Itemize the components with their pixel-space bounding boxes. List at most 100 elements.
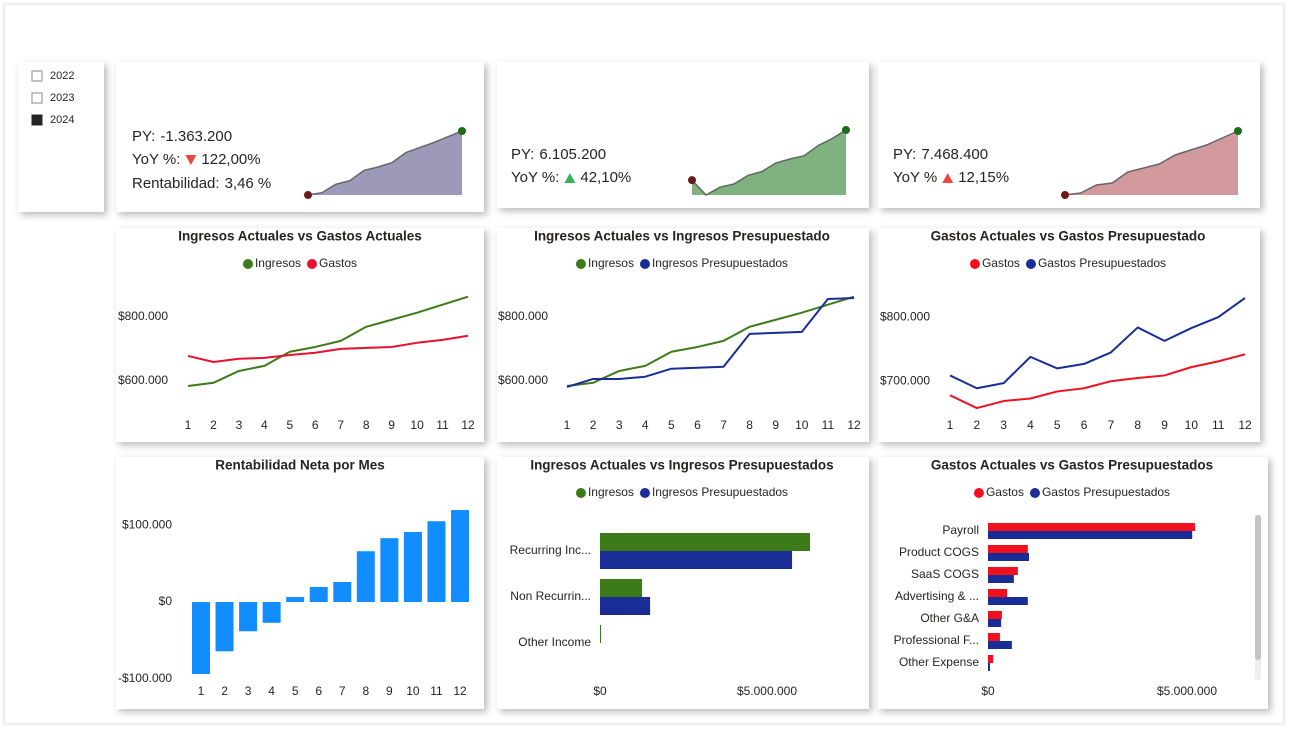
slicer-checkbox[interactable] <box>31 70 43 82</box>
bar <box>988 633 1000 641</box>
kpi-label: Rentabilidad: <box>132 175 220 192</box>
chart-title: Gastos Actuales vs Gastos Presupuestado <box>931 229 1206 244</box>
legend-label: Ingresos <box>255 256 301 270</box>
bar <box>309 587 328 603</box>
x-tick-label: 1 <box>198 684 205 698</box>
x-tick-label: 10 <box>1185 418 1199 432</box>
category-label: Payroll <box>942 523 979 537</box>
legend: Gastos Gastos Presupuestados <box>969 256 1166 270</box>
kpi-label: YoY %: <box>132 151 180 168</box>
chart-title: Gastos Actuales vs Gastos Presupuestados <box>931 458 1213 473</box>
series-line <box>949 353 1246 410</box>
x-tick-label: 6 <box>1081 418 1088 432</box>
slicer-option[interactable]: 2024 <box>50 114 74 126</box>
x-tick-label: 11 <box>436 418 449 432</box>
legend-label: Gastos Presupuestados <box>1042 485 1170 499</box>
trend-arrow <box>942 173 954 183</box>
x-tick-label: 8 <box>363 418 370 432</box>
legend-label: Ingresos Presupuestados <box>652 485 788 499</box>
bar <box>988 589 1008 597</box>
slicer-option[interactable]: 2022 <box>50 70 74 82</box>
x-tick-label: $0 <box>981 684 995 698</box>
x-tick-label: 6 <box>315 684 322 698</box>
y-tick-label: $700.000 <box>880 373 930 387</box>
x-tick-label: 9 <box>386 684 393 698</box>
x-tick-label: 1 <box>564 418 571 432</box>
category-label: SaaS COGS <box>911 567 979 581</box>
category-label: Other Expense <box>899 655 979 669</box>
slicer-checkbox[interactable] <box>31 92 43 104</box>
start-marker <box>688 176 696 185</box>
x-tick-label: 9 <box>388 418 395 432</box>
x-tick-label: 1 <box>185 418 192 432</box>
series-line <box>187 295 469 387</box>
trend-arrow <box>564 173 576 183</box>
bar <box>600 533 811 551</box>
kpi-label: YoY % <box>893 169 937 186</box>
y-tick-label: $800.000 <box>498 309 548 323</box>
bar <box>988 655 994 663</box>
sparkline-area <box>692 130 846 195</box>
legend: Ingresos Ingresos Presupuestados <box>575 485 788 499</box>
x-tick-label: 12 <box>453 684 467 698</box>
legend-label: Ingresos Presupuestados <box>652 256 788 270</box>
x-tick-label: 10 <box>406 684 420 698</box>
chart-card <box>878 228 1260 442</box>
x-tick-label: 2 <box>210 418 217 432</box>
x-tick-label: 8 <box>746 418 753 432</box>
kpi-value: -1.363.200 <box>160 128 232 145</box>
slicer-option[interactable]: 2023 <box>50 92 74 104</box>
bar <box>988 611 1002 619</box>
x-tick-label: 9 <box>772 418 779 432</box>
chart-card <box>497 228 869 442</box>
bar <box>239 602 258 632</box>
legend-marker <box>575 488 586 498</box>
chart-card <box>116 228 484 442</box>
legend: Gastos Gastos Presupuestados <box>973 485 1170 499</box>
bar <box>356 551 375 603</box>
bar <box>600 579 643 597</box>
start-marker <box>304 191 312 199</box>
bar <box>380 538 399 603</box>
x-tick-label: 3 <box>236 418 243 432</box>
bar <box>600 551 793 569</box>
sparkline-line <box>307 130 463 196</box>
chart-card <box>497 457 869 709</box>
x-tick-label: 2 <box>590 418 597 432</box>
category-label: Other G&A <box>920 611 979 625</box>
category-label: Non Recurrin... <box>510 589 591 603</box>
kpi-value: 6.105.200 <box>539 146 606 163</box>
x-tick-label: 8 <box>362 684 369 698</box>
bar <box>427 521 446 603</box>
series-line <box>187 334 469 363</box>
x-tick-label: 12 <box>847 418 861 432</box>
y-tick-label: $800.000 <box>118 309 168 323</box>
slicer-checkbox[interactable] <box>31 114 43 126</box>
legend-marker <box>639 259 650 269</box>
legend: Ingresos Gastos <box>242 256 357 270</box>
slicer-card <box>18 62 104 212</box>
x-tick-label: 5 <box>1054 418 1061 432</box>
legend: Ingresos Ingresos Presupuestados <box>575 256 788 270</box>
kpi-value: 42,10% <box>580 169 631 186</box>
legend-label: Gastos Presupuestados <box>1038 256 1166 270</box>
x-tick-label: 12 <box>461 418 475 432</box>
scrollbar-thumb[interactable] <box>1255 515 1261 660</box>
x-tick-label: 1 <box>947 418 954 432</box>
bar <box>262 602 281 623</box>
kpi-label: PY: <box>893 146 916 163</box>
bar <box>988 619 1002 627</box>
y-tick-label: $100.000 <box>122 517 172 531</box>
chart-title: Ingresos Actuales vs Ingresos Presupuest… <box>530 458 833 473</box>
series-line <box>949 297 1246 390</box>
category-label: Advertising & ... <box>895 589 979 603</box>
x-tick-label: 5 <box>668 418 675 432</box>
trend-arrow <box>185 155 197 165</box>
x-tick-label: 4 <box>642 418 649 432</box>
chart-title: Rentabilidad Neta por Mes <box>215 458 385 473</box>
kpi-label: PY: <box>511 146 534 163</box>
kpi-value: 12,15% <box>958 169 1009 186</box>
legend-marker <box>973 488 984 498</box>
x-tick-label: 7 <box>1108 418 1115 432</box>
x-tick-label: 11 <box>1212 418 1225 432</box>
